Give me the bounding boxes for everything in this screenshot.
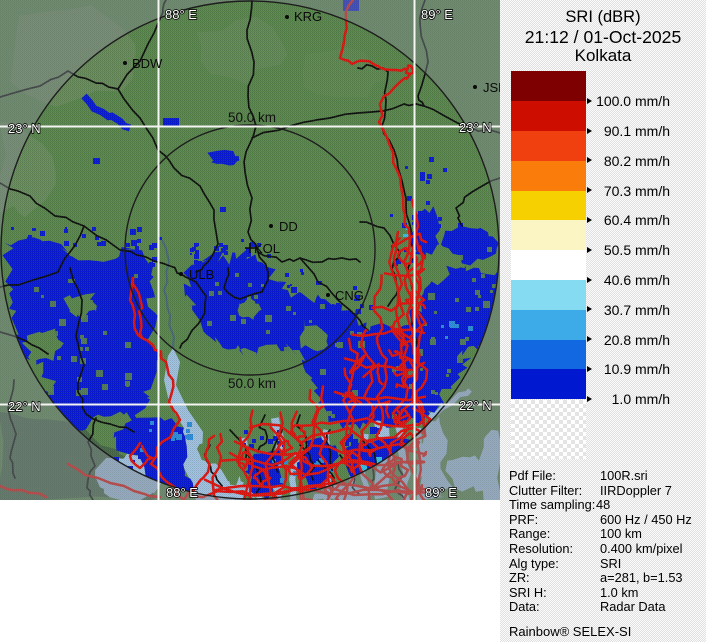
svg-text:BDW: BDW <box>132 56 163 71</box>
svg-text:23° N: 23° N <box>459 120 492 135</box>
svg-text:50.0 km: 50.0 km <box>228 376 276 391</box>
svg-text:50.0 km: 50.0 km <box>228 110 276 125</box>
svg-text:23° N: 23° N <box>8 121 41 136</box>
svg-text:89° E: 89° E <box>421 7 453 22</box>
svg-text:22° N: 22° N <box>459 398 492 413</box>
svg-text:DD: DD <box>279 219 298 234</box>
svg-text:88° E: 88° E <box>165 7 197 22</box>
svg-text:KOL: KOL <box>254 241 280 256</box>
svg-text:22° N: 22° N <box>8 399 41 414</box>
svg-text:KRG: KRG <box>294 9 322 24</box>
svg-text:88° E: 88° E <box>166 485 198 500</box>
svg-text:JSR: JSR <box>483 80 500 95</box>
svg-text:CNG: CNG <box>335 288 364 303</box>
svg-text:ULB: ULB <box>189 267 214 282</box>
svg-text:89° E: 89° E <box>425 485 457 500</box>
